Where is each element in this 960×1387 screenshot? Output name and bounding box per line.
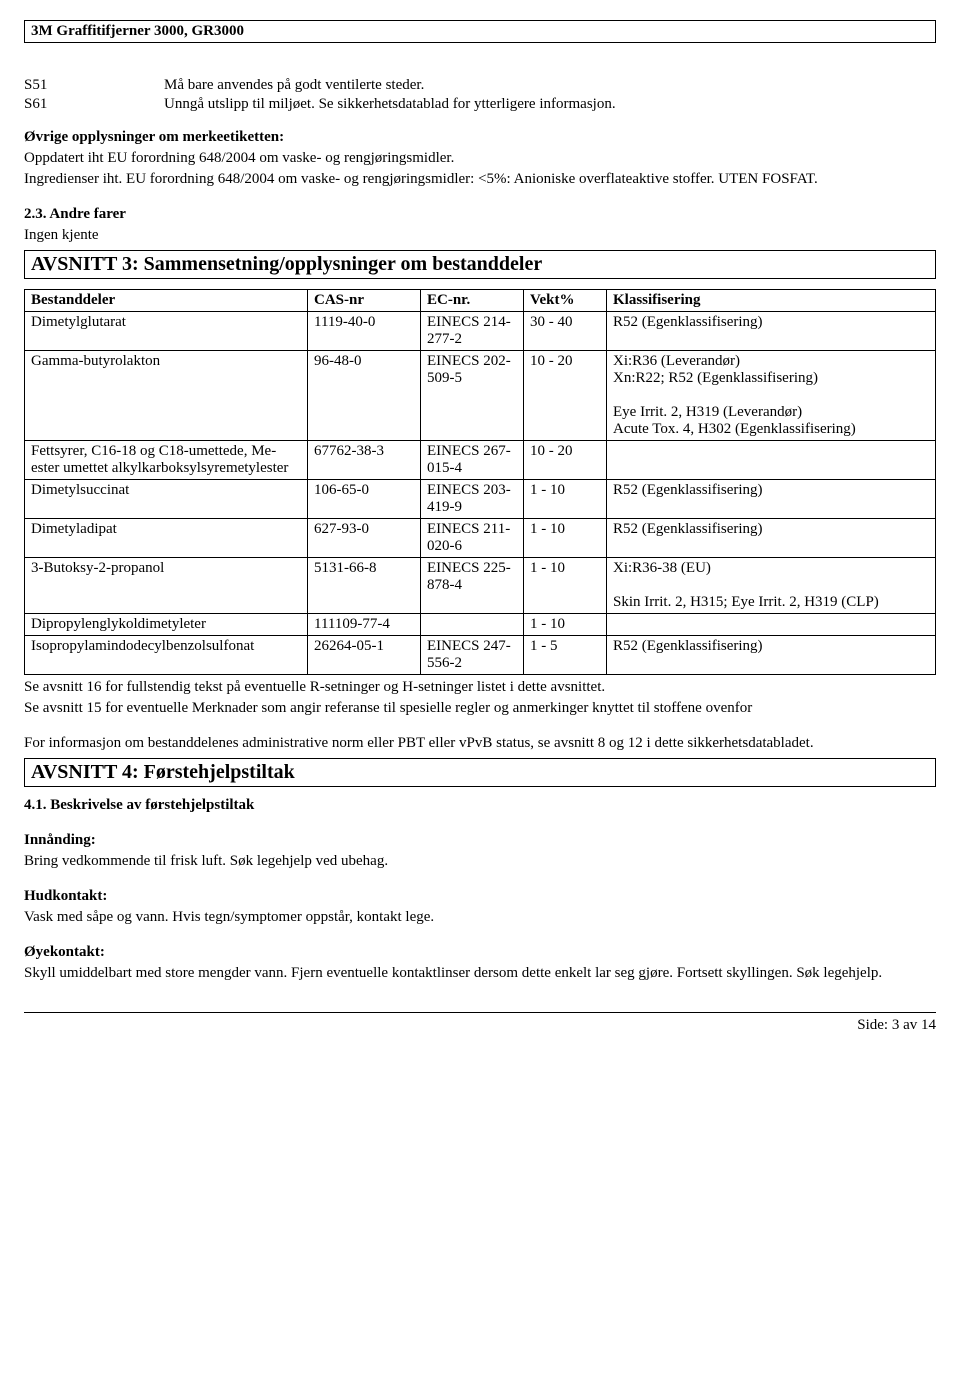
table-row: Isopropylamindodecylbenzolsulfonat26264-… [25, 636, 936, 675]
page-number: Side: 3 av 14 [857, 1017, 936, 1033]
table-row: Dipropylenglykoldimetyleter111109-77-41 … [25, 614, 936, 636]
s-text-1: Unngå utslipp til miljøet. Se sikkerhets… [164, 96, 616, 113]
section-3-title: AVSNITT 3: Sammensetning/opplysninger om… [31, 253, 542, 275]
section-4-title: AVSNITT 4: Førstehjelpstiltak [31, 761, 295, 783]
composition-table: Bestanddeler CAS-nr EC-nr. Vekt% Klassif… [24, 289, 936, 675]
skin-heading: Hudkontakt: [24, 888, 936, 905]
th-klass: Klassifisering [607, 290, 936, 312]
safety-phrases-block: S51 Må bare anvendes på godt ventilerte … [24, 77, 936, 113]
th-bestanddeler: Bestanddeler [25, 290, 308, 312]
label-info-line1: Oppdatert iht EU forordning 648/2004 om … [24, 150, 936, 167]
eye-heading: Øyekontakt: [24, 944, 936, 961]
section-3-header: AVSNITT 3: Sammensetning/opplysninger om… [24, 250, 936, 279]
table-header-row: Bestanddeler CAS-nr EC-nr. Vekt% Klassif… [25, 290, 936, 312]
other-hazards-text: Ingen kjente [24, 227, 936, 244]
page-footer: Side: 3 av 14 [24, 1012, 936, 1034]
label-info-line2: Ingredienser iht. EU forordning 648/2004… [24, 171, 936, 188]
th-vekt: Vekt% [524, 290, 607, 312]
inhalation-heading: Innånding: [24, 832, 936, 849]
skin-text: Vask med såpe og vann. Hvis tegn/symptom… [24, 909, 936, 926]
section-4-1-heading: 4.1. Beskrivelse av førstehjelpstiltak [24, 797, 936, 814]
table-row: 3-Butoksy-2-propanol5131-66-8EINECS 225-… [25, 558, 936, 614]
table-row: Gamma-butyrolakton96-48-0EINECS 202-509-… [25, 351, 936, 441]
s-code-1: S61 [24, 96, 164, 113]
inhalation-text: Bring vedkommende til frisk luft. Søk le… [24, 853, 936, 870]
table-row: Fettsyrer, C16-18 og C18-umettede, Me-es… [25, 441, 936, 480]
th-cas: CAS-nr [308, 290, 421, 312]
table-row: Dimetylsuccinat106-65-0EINECS 203-419-91… [25, 480, 936, 519]
eye-text: Skyll umiddelbart med store mengder vann… [24, 965, 936, 982]
label-info-heading: Øvrige opplysninger om merkeetiketten: [24, 129, 936, 146]
document-header: 3M Graffitifjerner 3000, GR3000 [24, 20, 936, 43]
th-ec: EC-nr. [421, 290, 524, 312]
section3-note3: For informasjon om bestanddelenes admini… [24, 735, 936, 752]
section3-note1: Se avsnitt 16 for fullstendig tekst på e… [24, 679, 936, 696]
other-hazards-heading: 2.3. Andre farer [24, 206, 936, 223]
document-title: 3M Graffitifjerner 3000, GR3000 [31, 23, 244, 39]
s-text-0: Må bare anvendes på godt ventilerte sted… [164, 77, 424, 94]
section-4-header: AVSNITT 4: Førstehjelpstiltak [24, 758, 936, 787]
table-row: Dimetyladipat627-93-0EINECS 211-020-61 -… [25, 519, 936, 558]
section3-note2: Se avsnitt 15 for eventuelle Merknader s… [24, 700, 936, 717]
s-code-0: S51 [24, 77, 164, 94]
table-row: Dimetylglutarat1119-40-0EINECS 214-277-2… [25, 312, 936, 351]
